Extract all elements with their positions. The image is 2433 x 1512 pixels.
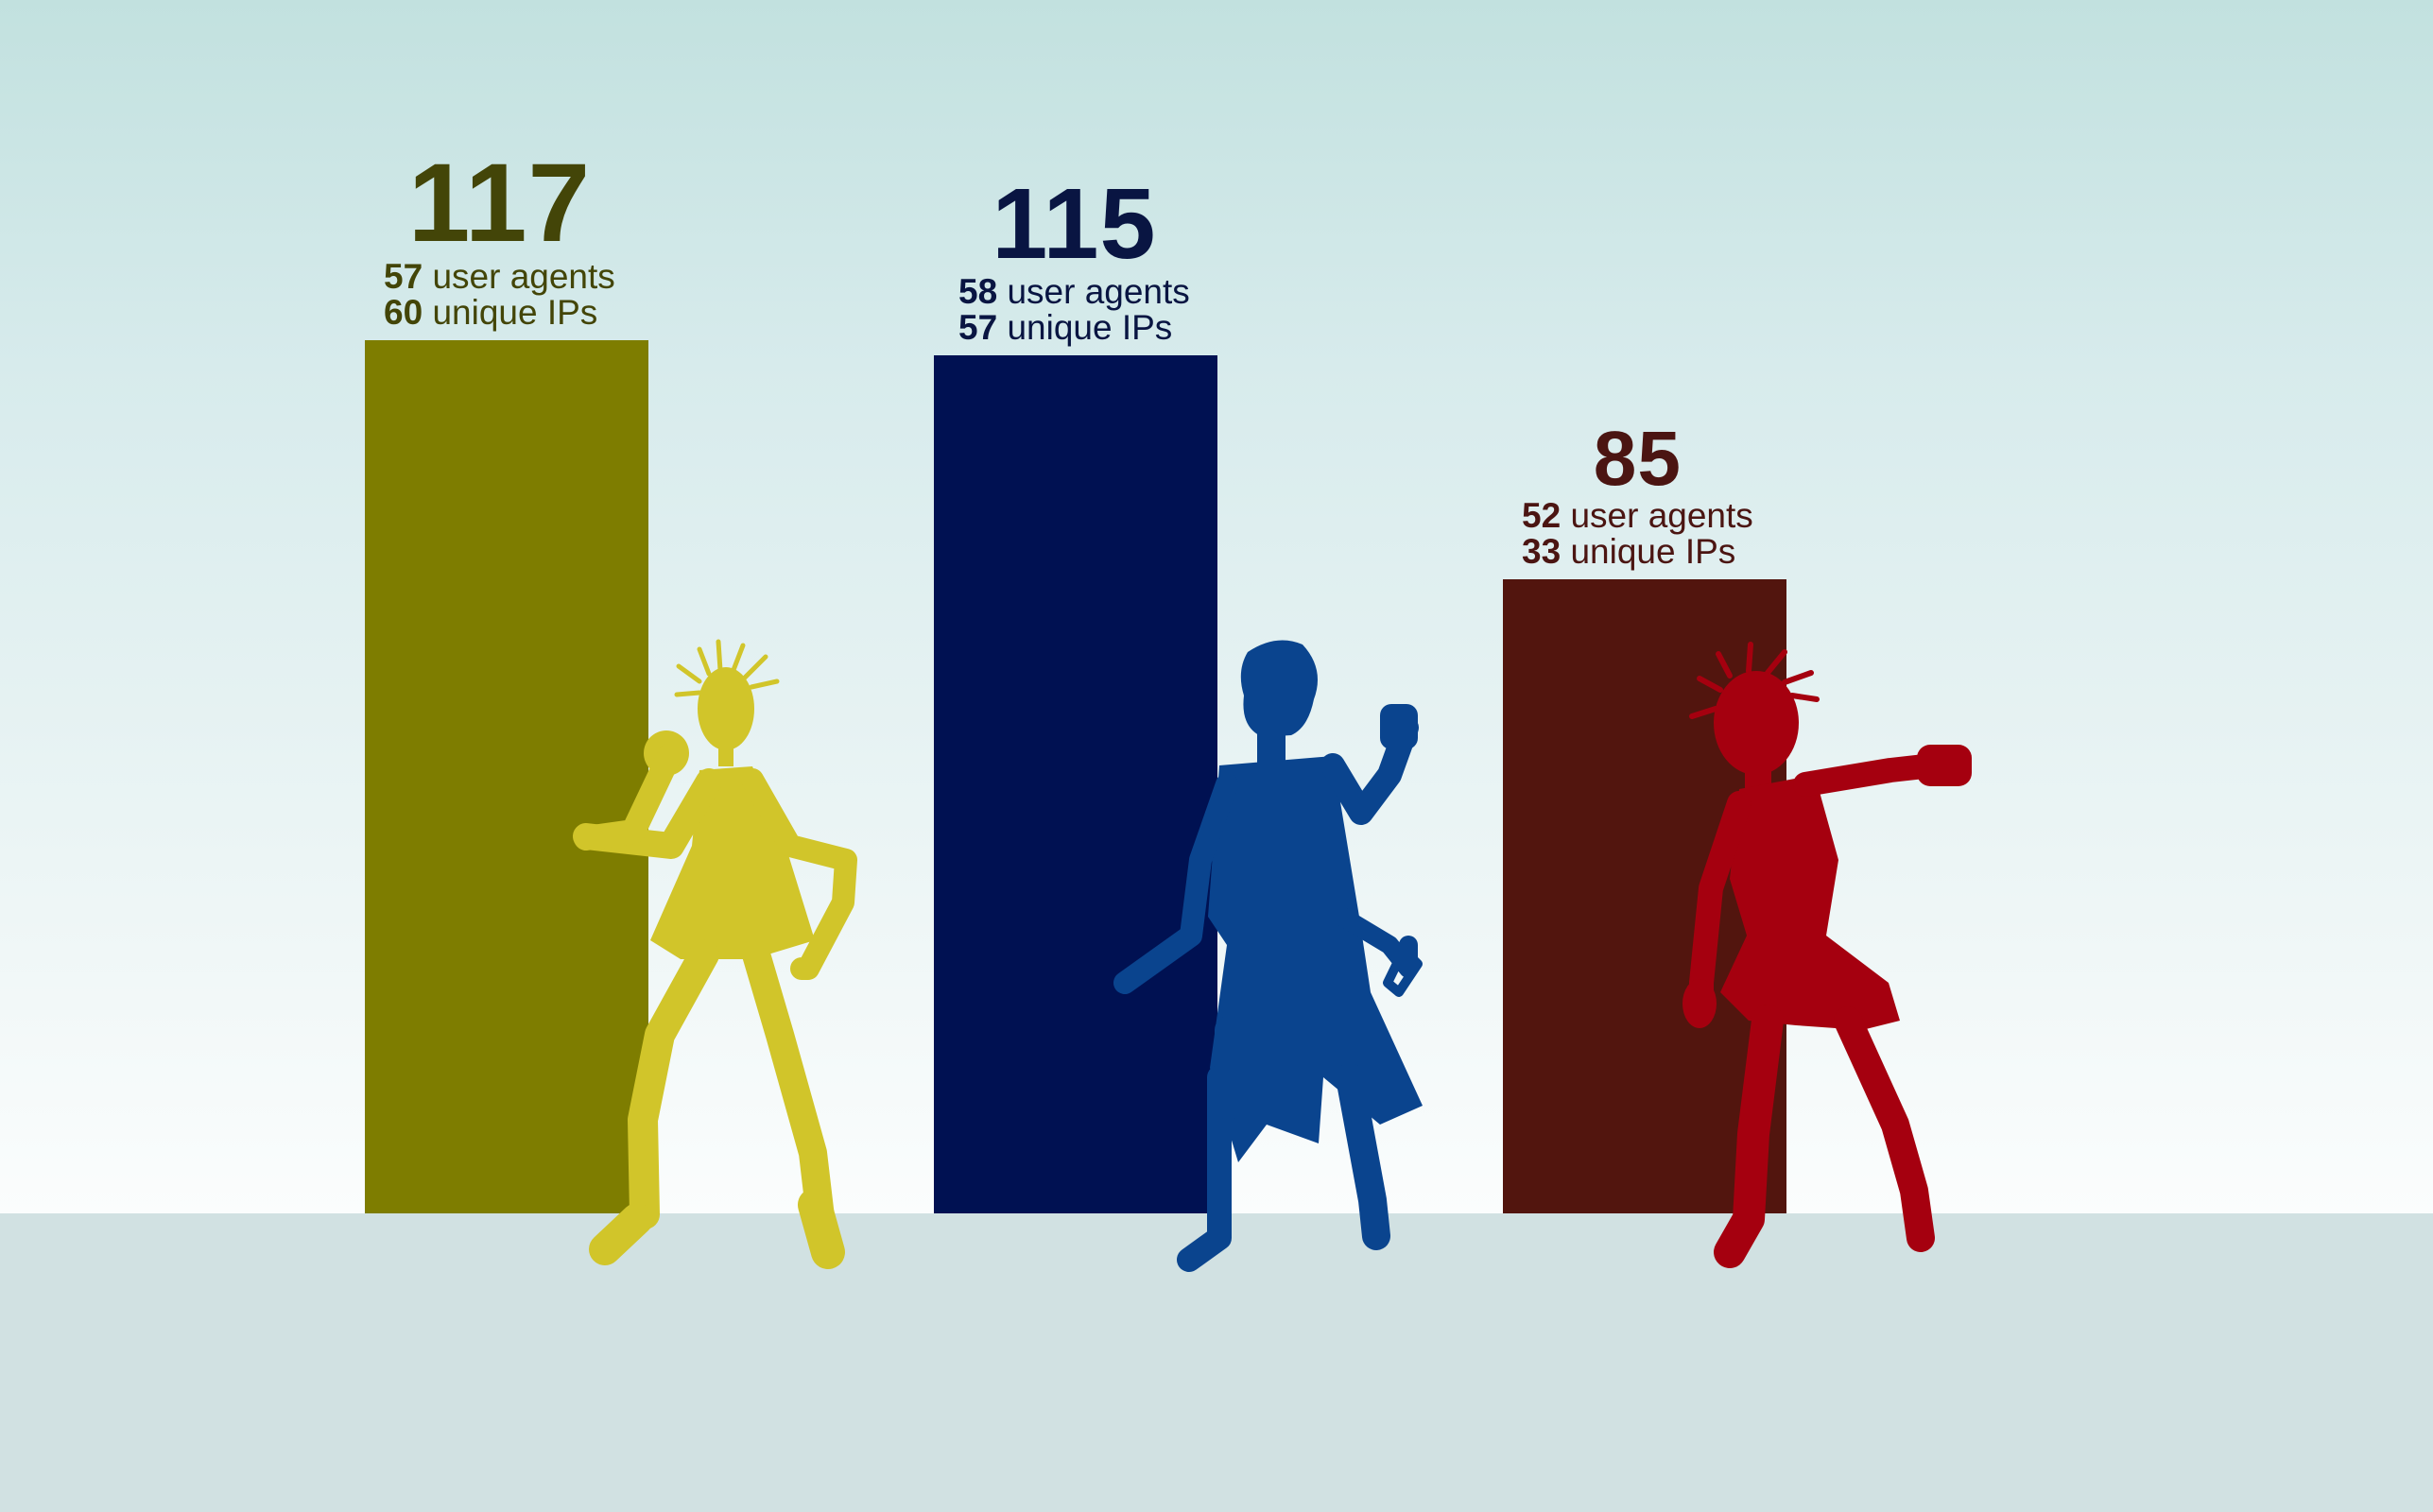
bar-2-user-agents: 58 user agents <box>958 271 1190 311</box>
bar-2-unique-ips-text: unique IPs <box>1007 307 1173 347</box>
bar-3-user-agents-count: 52 <box>1522 495 1562 535</box>
bar-1-user-agents-text: user agents <box>432 257 615 296</box>
blue-figure-silhouette <box>1113 640 1423 1272</box>
bar-2 <box>934 354 1217 1213</box>
bar-1 <box>365 340 648 1213</box>
bar-1-unique-ips-count: 60 <box>384 293 423 332</box>
bar-2-user-agents-count: 58 <box>958 271 998 311</box>
bar-1-user-agents-count: 57 <box>384 257 423 296</box>
bar-2-user-agents-text: user agents <box>1007 271 1190 311</box>
bar-3-unique-ips: 33 unique IPs <box>1522 531 1753 571</box>
bar-2-unique-ips: 57 unique IPs <box>958 307 1190 347</box>
bar-3-unique-ips-text: unique IPs <box>1570 531 1736 571</box>
bar-1-total: 117 <box>407 141 592 266</box>
bar-1-label: 117 57 user agents 60 unique IPs <box>384 147 615 331</box>
bar-1-unique-ips: 60 unique IPs <box>384 295 615 331</box>
red-figure-silhouette <box>1682 642 1972 1268</box>
bar-2-total: 115 <box>992 167 1157 280</box>
bar-2-unique-ips-count: 57 <box>958 307 998 347</box>
yellow-figure-silhouette <box>573 639 857 1269</box>
bar-1-user-agents: 57 user agents <box>384 259 615 295</box>
bar-3-label: 85 52 user agents 33 unique IPs <box>1522 415 1753 571</box>
bar-3-user-agents-text: user agents <box>1570 495 1753 535</box>
bar-1-unique-ips-text: unique IPs <box>432 293 598 332</box>
bar-3-user-agents: 52 user agents <box>1522 495 1753 535</box>
bar-2-label: 115 58 user agents 57 unique IPs <box>958 174 1190 346</box>
bar-3-unique-ips-count: 33 <box>1522 531 1562 571</box>
floor <box>0 1213 2433 1512</box>
bar-3-total: 85 <box>1593 415 1682 502</box>
